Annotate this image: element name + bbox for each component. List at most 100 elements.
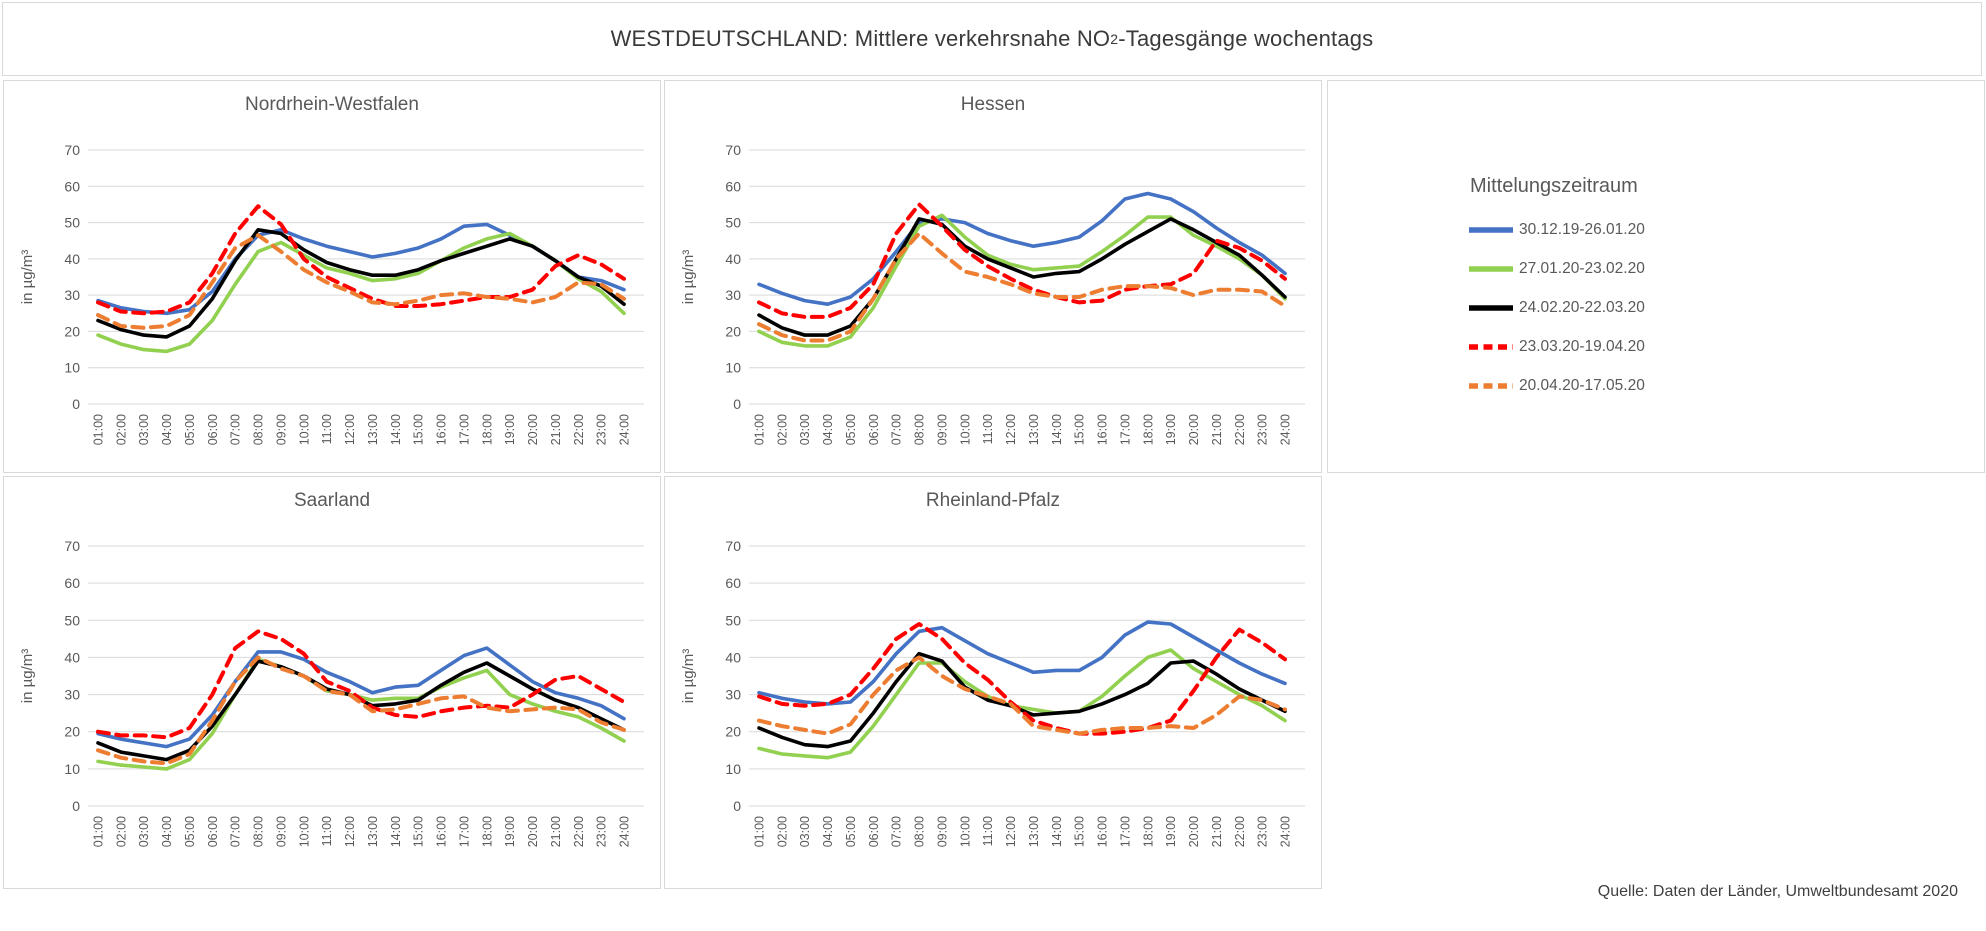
y-tick-label: 50 [725,612,741,628]
x-tick-label: 19:00 [503,816,517,847]
legend-item-label: 30.12.19-26.01.20 [1519,220,1645,238]
source-note: Quelle: Daten der Länder, Umweltbundesam… [1597,883,1958,900]
chart-title-nordrhein-westfalen: Nordrhein-Westfalen [245,94,419,115]
y-tick-label: 70 [725,538,741,554]
x-tick-label: 02:00 [775,414,789,445]
x-tick-label: 03:00 [798,414,812,445]
x-tick-label: 14:00 [389,414,403,445]
series-line-27.01.20-23.02.20 [757,213,1287,348]
legend-item-label: 24.02.20-22.03.20 [1519,298,1645,316]
y-tick-label: 20 [64,323,80,339]
x-tick-label: 21:00 [1210,414,1224,445]
chart-canvas-nordrhein-westfalen: 0 10 20 30 40 50 60 70 01:00 02:00 03:00 04:00 05:00… [19,142,644,445]
x-tick-label: 14:00 [1050,414,1064,445]
x-tick-label: 24:00 [1279,414,1293,445]
x-tick-label: 22:00 [1233,414,1247,445]
y-tick-label: 10 [725,761,741,777]
x-tick-label: 03:00 [137,816,151,847]
chart-panel-rheinland-pfalz: Rheinland-Pfalz 0 10 20 30 40 50 60 70 01:00 02:0… [664,476,1322,889]
series-lines [757,620,1287,760]
y-tick-label: 20 [725,323,741,339]
gridlines [749,149,1305,405]
x-tick-label: 03:00 [798,816,812,847]
chart-title-saarland: Saarland [293,490,371,511]
chart-title-hessen: Hessen [960,94,1026,115]
y-tick-label: 60 [64,178,80,194]
x-tick-label: 04:00 [821,816,835,847]
series-line-20.04.20-17.05.20 [96,655,626,766]
y-tick-label: 70 [64,142,80,158]
y-axis-title: in µg/m³ [19,250,36,305]
x-axis-labels: 01:00 02:00 03:00 04:00 05:00 06:00 07:00 08:00… [753,414,1293,445]
x-tick-label: 21:00 [1210,816,1224,847]
x-tick-label: 04:00 [821,414,835,445]
x-tick-label: 20:00 [526,816,540,847]
y-tick-label: 40 [64,251,80,267]
series-line-20.04.20-17.05.20 [757,655,1287,736]
x-tick-label: 12:00 [343,414,357,445]
y-axis-labels: 0 10 20 30 40 50 60 70 [64,538,80,814]
x-tick-label: 24:00 [618,816,632,847]
y-tick-label: 10 [725,360,741,376]
x-tick-label: 11:00 [320,414,334,444]
legend-panel: Mittelungszeitraum 30.12.19-26.01.20 27.… [1327,80,1985,473]
y-axis-labels: 0 10 20 30 40 50 60 70 [725,142,741,412]
x-tick-label: 19:00 [1164,414,1178,445]
series-line-23.03.20-19.04.20 [757,622,1287,736]
series-line-30.12.19-26.01.20 [757,620,1287,706]
x-tick-label: 13:00 [1027,414,1041,445]
y-tick-label: 50 [64,215,80,231]
x-tick-label: 04:00 [160,414,174,445]
y-axis-title: in µg/m³ [680,250,697,305]
x-tick-label: 06:00 [206,816,220,847]
legend-item-label: 27.01.20-23.02.20 [1519,259,1645,277]
x-tick-label: 04:00 [160,816,174,847]
x-tick-label: 01:00 [753,816,767,847]
x-tick-label: 11:00 [320,816,334,846]
x-tick-label: 08:00 [252,414,266,445]
y-axis-title: in µg/m³ [19,649,36,704]
x-tick-label: 17:00 [1118,816,1132,847]
x-tick-label: 15:00 [1073,816,1087,847]
x-axis-labels: 01:00 02:00 03:00 04:00 05:00 06:00 07:00 08:00… [753,816,1293,847]
y-tick-label: 30 [725,687,741,703]
series-lines [96,204,626,354]
x-tick-label: 06:00 [206,414,220,445]
x-tick-label: 15:00 [1073,414,1087,445]
x-tick-label: 24:00 [1279,816,1293,847]
x-tick-label: 20:00 [1187,816,1201,847]
legend-line-swatch-black [1469,304,1513,311]
y-tick-label: 30 [64,687,80,703]
x-tick-label: 08:00 [252,816,266,847]
x-tick-label: 18:00 [480,816,494,847]
legend-item: 20.04.20-17.05.20 [1468,366,1645,405]
x-tick-label: 06:00 [867,816,881,847]
y-tick-label: 0 [72,798,80,814]
x-tick-label: 20:00 [526,414,540,445]
x-tick-label: 22:00 [572,816,586,847]
x-tick-label: 07:00 [229,414,243,445]
y-tick-label: 70 [725,142,741,158]
legend-line-swatch-blue [1469,226,1513,233]
x-tick-label: 23:00 [1256,414,1270,445]
y-axis-labels: 0 10 20 30 40 50 60 70 [725,538,741,814]
x-tick-label: 23:00 [595,816,609,847]
x-tick-label: 13:00 [366,414,380,445]
x-tick-label: 22:00 [572,414,586,445]
x-tick-label: 16:00 [1096,414,1110,445]
legend-item: 23.03.20-19.04.20 [1468,327,1645,366]
x-tick-label: 17:00 [1118,414,1132,445]
y-tick-label: 60 [725,575,741,591]
chart-canvas-rheinland-pfalz: 0 10 20 30 40 50 60 70 01:00 02:00 03:00 04:00 05:00… [680,538,1305,847]
legend-item: 24.02.20-22.03.20 [1468,288,1645,327]
x-tick-label: 02:00 [775,816,789,847]
x-tick-label: 09:00 [275,816,289,847]
series-line-24.02.20-22.03.20 [757,217,1287,337]
x-tick-label: 06:00 [867,414,881,445]
legend-line-swatch-green [1469,265,1513,272]
x-tick-label: 10:00 [297,414,311,445]
x-tick-label: 16:00 [435,414,449,445]
series-line-20.04.20-17.05.20 [96,233,626,330]
y-tick-label: 10 [64,360,80,376]
series-line-20.04.20-17.05.20 [757,231,1287,343]
